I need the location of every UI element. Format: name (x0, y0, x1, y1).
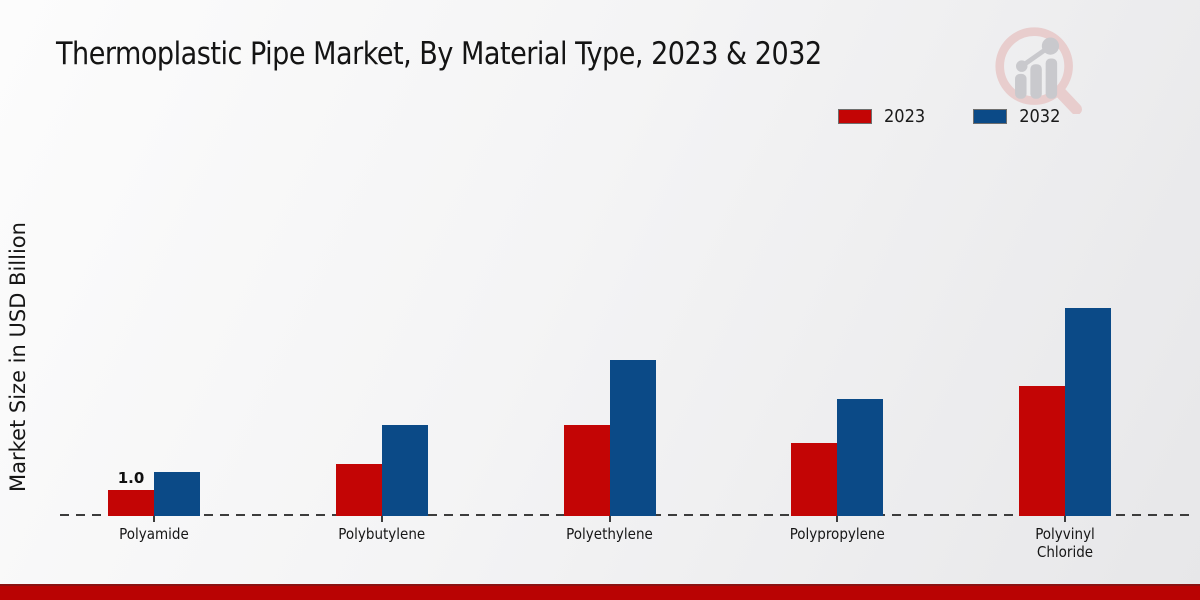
category-label-polyethylene: Polyethylene (566, 525, 653, 543)
bar-2023-polyvinyl-chloride (1019, 386, 1065, 516)
axis-tick (380, 516, 383, 522)
bar-2032-polyvinyl-chloride (1065, 308, 1111, 516)
logo-trend-dot-large (1041, 37, 1060, 55)
market-research-future-logo (995, 27, 1082, 114)
axis-tick (1064, 516, 1066, 522)
logo-bar-large (1045, 58, 1058, 99)
logo-magnifier-ring (995, 27, 1073, 105)
category-label-polyamide: Polyamide (119, 525, 189, 543)
bar-2032-polybutylene (381, 425, 428, 516)
bar-2032-polyethylene (609, 360, 656, 516)
axis-tick (608, 516, 611, 522)
legend-item-2023: 2023 (838, 106, 925, 127)
logo-bar-small (1015, 73, 1027, 99)
axis-tick (836, 516, 839, 522)
legend: 2023 2032 (838, 106, 1060, 127)
footer-red-band (0, 584, 1200, 600)
bar-2023-polyamide (108, 490, 154, 516)
bar-2023-polypropylene (791, 443, 838, 516)
bar-2032-polyamide (154, 471, 200, 516)
category-label-polyvinyl-chloride: Polyvinyl Chloride (1035, 525, 1095, 561)
legend-swatch-2032 (973, 109, 1008, 124)
category-label-polypropylene: Polypropylene (789, 525, 885, 543)
bar-2032-polypropylene (837, 399, 884, 516)
axis-tick (153, 516, 155, 522)
legend-item-2032: 2032 (973, 106, 1060, 127)
legend-swatch-2023 (838, 109, 872, 124)
bar-value-label: 1.0 (117, 469, 145, 487)
legend-label-2023: 2023 (884, 106, 926, 127)
logo-bar-medium (1030, 64, 1042, 99)
page-title: Thermoplastic Pipe Market, By Material T… (56, 36, 822, 72)
bar-2023-polyethylene (563, 425, 610, 516)
legend-label-2032: 2032 (1019, 106, 1061, 127)
logo-trend-dot-small (1016, 60, 1028, 72)
logo-magnifier-handle (1054, 86, 1082, 114)
bar-2023-polybutylene (335, 464, 382, 516)
category-label-polybutylene: Polybutylene (338, 525, 426, 543)
y-axis-label: Market Size in USD Billion (6, 222, 30, 492)
